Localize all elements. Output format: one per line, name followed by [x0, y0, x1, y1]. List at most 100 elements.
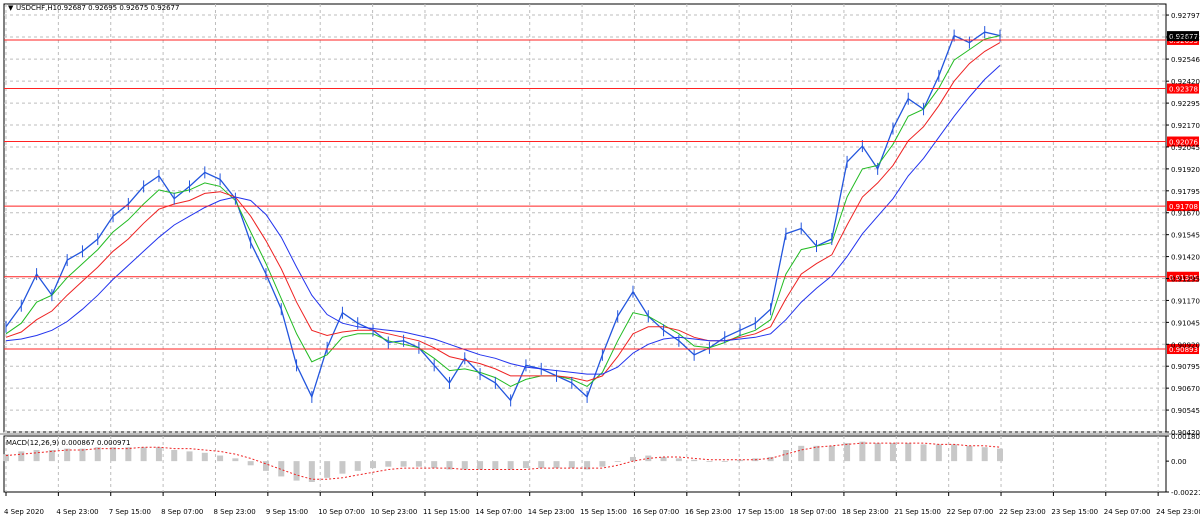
macd-histogram-bar — [125, 447, 132, 462]
macd-signal-line — [5, 442, 1001, 480]
macd-histogram-bar — [874, 443, 881, 462]
macd-histogram-bar — [461, 461, 468, 470]
macd-histogram-bar — [48, 450, 55, 462]
header-triangle-icon[interactable]: ▼ — [8, 4, 14, 12]
macd-histogram-bar — [798, 445, 805, 462]
macd-histogram-bar — [905, 443, 912, 462]
level-price-tag — [1167, 271, 1199, 282]
macd-histogram-bar — [568, 461, 575, 469]
x-tick-label: 11 Sep 15:00 — [423, 508, 470, 516]
price-series-line — [5, 31, 1001, 402]
macd-histogram-bar — [599, 461, 606, 467]
macd-histogram-bar — [706, 461, 713, 462]
x-tick-label: 9 Sep 15:00 — [266, 508, 308, 516]
main-plot-frame — [3, 3, 1167, 433]
macd-histogram-bar — [446, 461, 453, 470]
macd-histogram-bar — [64, 448, 71, 462]
x-tick-label: 14 Sep 23:00 — [528, 508, 575, 516]
macd-histogram-bar — [920, 444, 927, 462]
level-price-tag — [1167, 344, 1199, 355]
x-tick-label: 21 Sep 15:00 — [894, 508, 941, 516]
ma-fast-line — [5, 35, 1001, 387]
x-tick-label: 24 Sep 07:00 — [1104, 508, 1151, 516]
macd-y-tick-label: -0.002219 — [1171, 489, 1200, 497]
macd-histogram-bar — [584, 461, 591, 470]
x-tick-label: 8 Sep 07:00 — [161, 508, 203, 516]
macd-histogram-bar — [828, 445, 835, 462]
macd-histogram-bar — [935, 444, 942, 462]
y-tick-label: 0.91545 — [1171, 232, 1200, 240]
x-tick-label: 4 Sep 23:00 — [56, 508, 98, 516]
macd-histogram-bar — [232, 458, 239, 462]
macd-histogram-bar — [400, 461, 407, 467]
x-tick-label: 16 Sep 07:00 — [632, 508, 679, 516]
macd-histogram-bar — [110, 447, 117, 462]
macd-histogram-bar — [431, 461, 438, 469]
macd-histogram-bar — [997, 448, 1003, 462]
x-tick-label: 14 Sep 07:00 — [475, 508, 522, 516]
macd-histogram-bar — [324, 461, 331, 478]
current-price-label: 0.92677 — [1169, 33, 1198, 41]
y-tick-label: 0.92420 — [1171, 78, 1200, 86]
macd-histogram-bar — [813, 445, 820, 462]
x-tick-label: 8 Sep 23:00 — [213, 508, 255, 516]
y-tick-label: 0.92672 — [1171, 34, 1200, 42]
level-price-tag — [1167, 83, 1199, 94]
macd-histogram-bar — [155, 447, 162, 462]
level-price-label: 0.90893 — [1169, 346, 1198, 354]
x-tick-label: 10 Sep 23:00 — [371, 508, 418, 516]
macd-histogram-bar — [889, 443, 896, 462]
macd-histogram-bar — [477, 461, 484, 470]
macd-histogram-bar — [660, 456, 667, 462]
level-price-label: 0.91305 — [1169, 274, 1198, 282]
y-tick-label: 0.91295 — [1171, 276, 1200, 284]
current-price-tag — [1167, 31, 1199, 42]
macd-histogram-bar — [33, 450, 40, 462]
y-tick-label: 0.92797 — [1171, 12, 1200, 20]
macd-histogram-bar — [278, 461, 285, 477]
y-tick-label: 0.91420 — [1171, 254, 1200, 262]
macd-y-tick-label: 0.001807 — [1171, 433, 1200, 441]
macd-histogram-bar — [339, 461, 346, 474]
level-price-label: 0.92076 — [1169, 139, 1198, 147]
macd-histogram-bar — [538, 461, 545, 469]
macd-histogram-bar — [385, 461, 392, 467]
macd-histogram-bar — [370, 461, 377, 469]
level-price-label: 0.91708 — [1169, 203, 1198, 211]
y-tick-label: 0.91045 — [1171, 319, 1200, 327]
y-tick-label: 0.92295 — [1171, 100, 1200, 108]
x-tick-label: 18 Sep 07:00 — [790, 508, 837, 516]
macd-histogram-bar — [522, 461, 529, 469]
macd-histogram-bar — [94, 447, 101, 462]
ma-mid-line — [5, 42, 1001, 382]
x-tick-label: 24 Sep 23:00 — [1156, 508, 1200, 516]
macd-histogram-bar — [492, 461, 499, 470]
level-price-tag — [1167, 201, 1199, 212]
y-tick-label: 0.91795 — [1171, 188, 1200, 196]
macd-histogram-bar — [553, 461, 560, 469]
ohlc-readout: 0.92687 0.92695 0.92675 0.92677 — [57, 4, 179, 12]
y-tick-label: 0.92045 — [1171, 144, 1200, 152]
x-tick-label: 10 Sep 07:00 — [318, 508, 365, 516]
macd-histogram-bar — [415, 461, 422, 467]
x-tick-label: 7 Sep 15:00 — [109, 508, 151, 516]
macd-histogram-bar — [844, 443, 851, 462]
x-tick-label: 16 Sep 23:00 — [685, 508, 732, 516]
macd-histogram-bar — [691, 459, 698, 462]
macd-histogram-bar — [981, 447, 988, 462]
macd-y-tick-label: 0.00 — [1171, 458, 1187, 466]
macd-histogram-bar — [201, 452, 208, 462]
macd-histogram-bar — [614, 461, 621, 462]
y-tick-label: 0.90795 — [1171, 363, 1200, 371]
ma-slow-line — [5, 65, 1001, 375]
y-tick-label: 0.90670 — [1171, 385, 1200, 393]
x-tick-label: 22 Sep 07:00 — [947, 508, 994, 516]
level-price-label: 0.92378 — [1169, 86, 1198, 94]
macd-histogram-bar — [308, 461, 315, 482]
macd-histogram-bar — [737, 459, 744, 462]
macd-histogram-bar — [262, 461, 269, 471]
macd-histogram-bar — [18, 451, 25, 462]
macd-histogram-bar — [217, 455, 224, 462]
y-tick-label: 0.90920 — [1171, 341, 1200, 349]
